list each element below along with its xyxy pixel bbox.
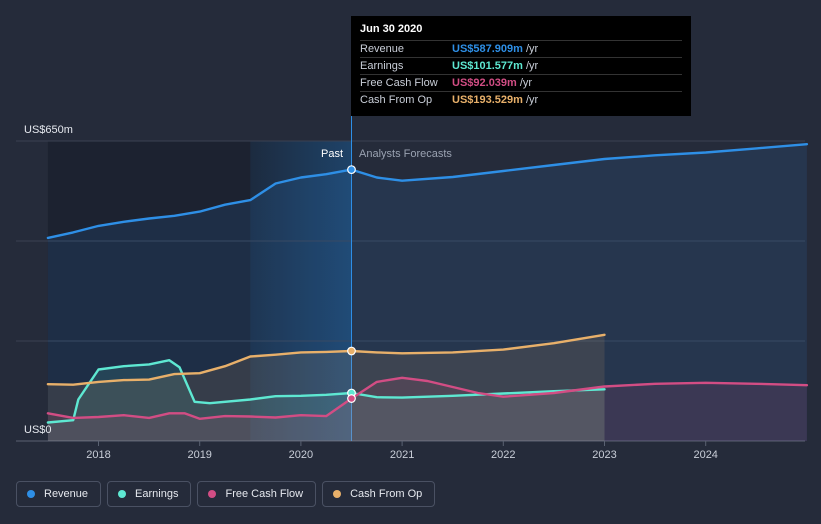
earnings-dot-icon [118,490,127,498]
free-cash-flow-marker [347,394,356,403]
chart-legend: Revenue Earnings Free Cash Flow Cash Fro… [16,481,436,507]
revenue-area [47,144,807,441]
free-cash-flow-area [47,377,807,441]
legend-cash-from-op[interactable]: Cash From Op [322,481,436,507]
legend-earnings[interactable]: Earnings [107,481,192,507]
legend-label: Earnings [135,488,179,500]
y-tick-label-min: US$0 [24,424,52,436]
tooltip-unit: /yr [519,77,533,89]
tooltip-date: Jun 30 2020 [360,23,423,35]
x-tick-label: 2019 [187,449,211,461]
forecast-label: Analysts Forecasts [359,148,452,160]
revenue-dot-icon [27,490,35,498]
data-tooltip: Jun 30 2020 Revenue US$587.909m /yr Earn… [351,16,691,116]
x-tick-label: 2021 [390,449,414,461]
tooltip-row-fcf: Free Cash Flow US$92.039m /yr [360,74,682,91]
earnings-line [46,359,606,424]
revenue-line [46,143,809,240]
tooltip-key: Free Cash Flow [360,77,438,89]
revenue-marker [347,165,356,175]
tooltip-key: Earnings [360,60,404,72]
tooltip-row-revenue: Revenue US$587.909m /yr [360,40,682,57]
tooltip-value: US$193.529m [452,94,523,106]
tooltip-unit: /yr [525,94,539,106]
legend-label: Revenue [44,488,89,500]
y-tick-label-max: US$650m [24,124,73,136]
x-tick-label: 2023 [592,449,616,461]
past-label: Past [321,148,343,160]
legend-label: Cash From Op [350,488,423,500]
earnings-area [47,360,605,441]
x-tick-label: 2020 [289,449,313,461]
legend-label: Free Cash Flow [225,488,304,500]
tooltip-row-earnings: Earnings US$101.577m /yr [360,57,682,74]
highlight-region [250,141,352,441]
legend-free-cash-flow[interactable]: Free Cash Flow [197,481,317,507]
x-tick-label: 2018 [86,449,110,461]
tooltip-value: US$92.039m [452,77,517,89]
tooltip-key: Revenue [360,43,405,55]
cash-from-op-marker [347,346,356,356]
tooltip-key: Cash From Op [360,94,433,106]
x-tick-label: 2024 [693,449,717,461]
tooltip-unit: /yr [525,43,539,55]
free-cash-flow-line [46,376,809,420]
legend-revenue[interactable]: Revenue [16,481,102,507]
cash-from-op-line [46,333,606,386]
tooltip-value: US$101.577m [452,60,523,72]
tooltip-unit: /yr [525,60,539,72]
fcf-dot-icon [208,490,217,498]
x-tick-label: 2022 [491,449,515,461]
tooltip-value: US$587.909m [452,43,523,55]
cfo-dot-icon [333,490,342,498]
tooltip-row-cfo: Cash From Op US$193.529m /yr [360,91,682,108]
